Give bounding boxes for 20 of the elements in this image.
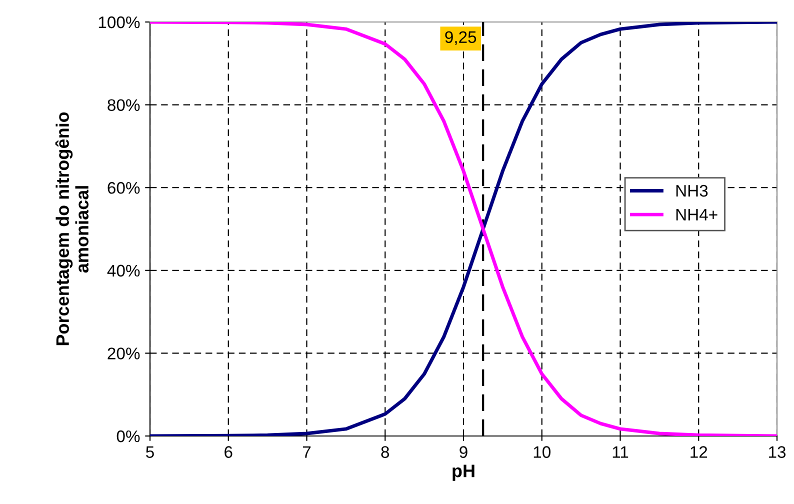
x-tick-label: 12 xyxy=(690,446,708,458)
x-tick-label: 10 xyxy=(534,446,550,458)
legend-label: NH4+ xyxy=(676,208,718,220)
y-tick-label: 20% xyxy=(108,348,140,360)
x-tick-label: 11 xyxy=(612,446,628,458)
y-tick-label: 100% xyxy=(98,16,140,28)
x-axis-title: pH xyxy=(452,464,474,481)
x-tick-label: 13 xyxy=(769,446,786,458)
y-tick-label: 80% xyxy=(108,99,140,112)
ref-line-label: 9,25 xyxy=(445,31,476,46)
x-tick-label: 7 xyxy=(302,446,311,458)
x-tick-label: 6 xyxy=(224,446,232,458)
y-axis-title: Porcentagem do nitrogênio amoniacal xyxy=(55,112,89,346)
y-tick-label: 60% xyxy=(108,182,140,194)
legend-label: NH3 xyxy=(676,184,708,197)
x-tick-label: 5 xyxy=(146,446,154,458)
x-tick-label: 9 xyxy=(460,446,468,458)
y-tick-label: 40% xyxy=(107,264,140,277)
x-tick-label: 8 xyxy=(381,446,390,458)
y-tick-label: 0% xyxy=(116,430,140,442)
